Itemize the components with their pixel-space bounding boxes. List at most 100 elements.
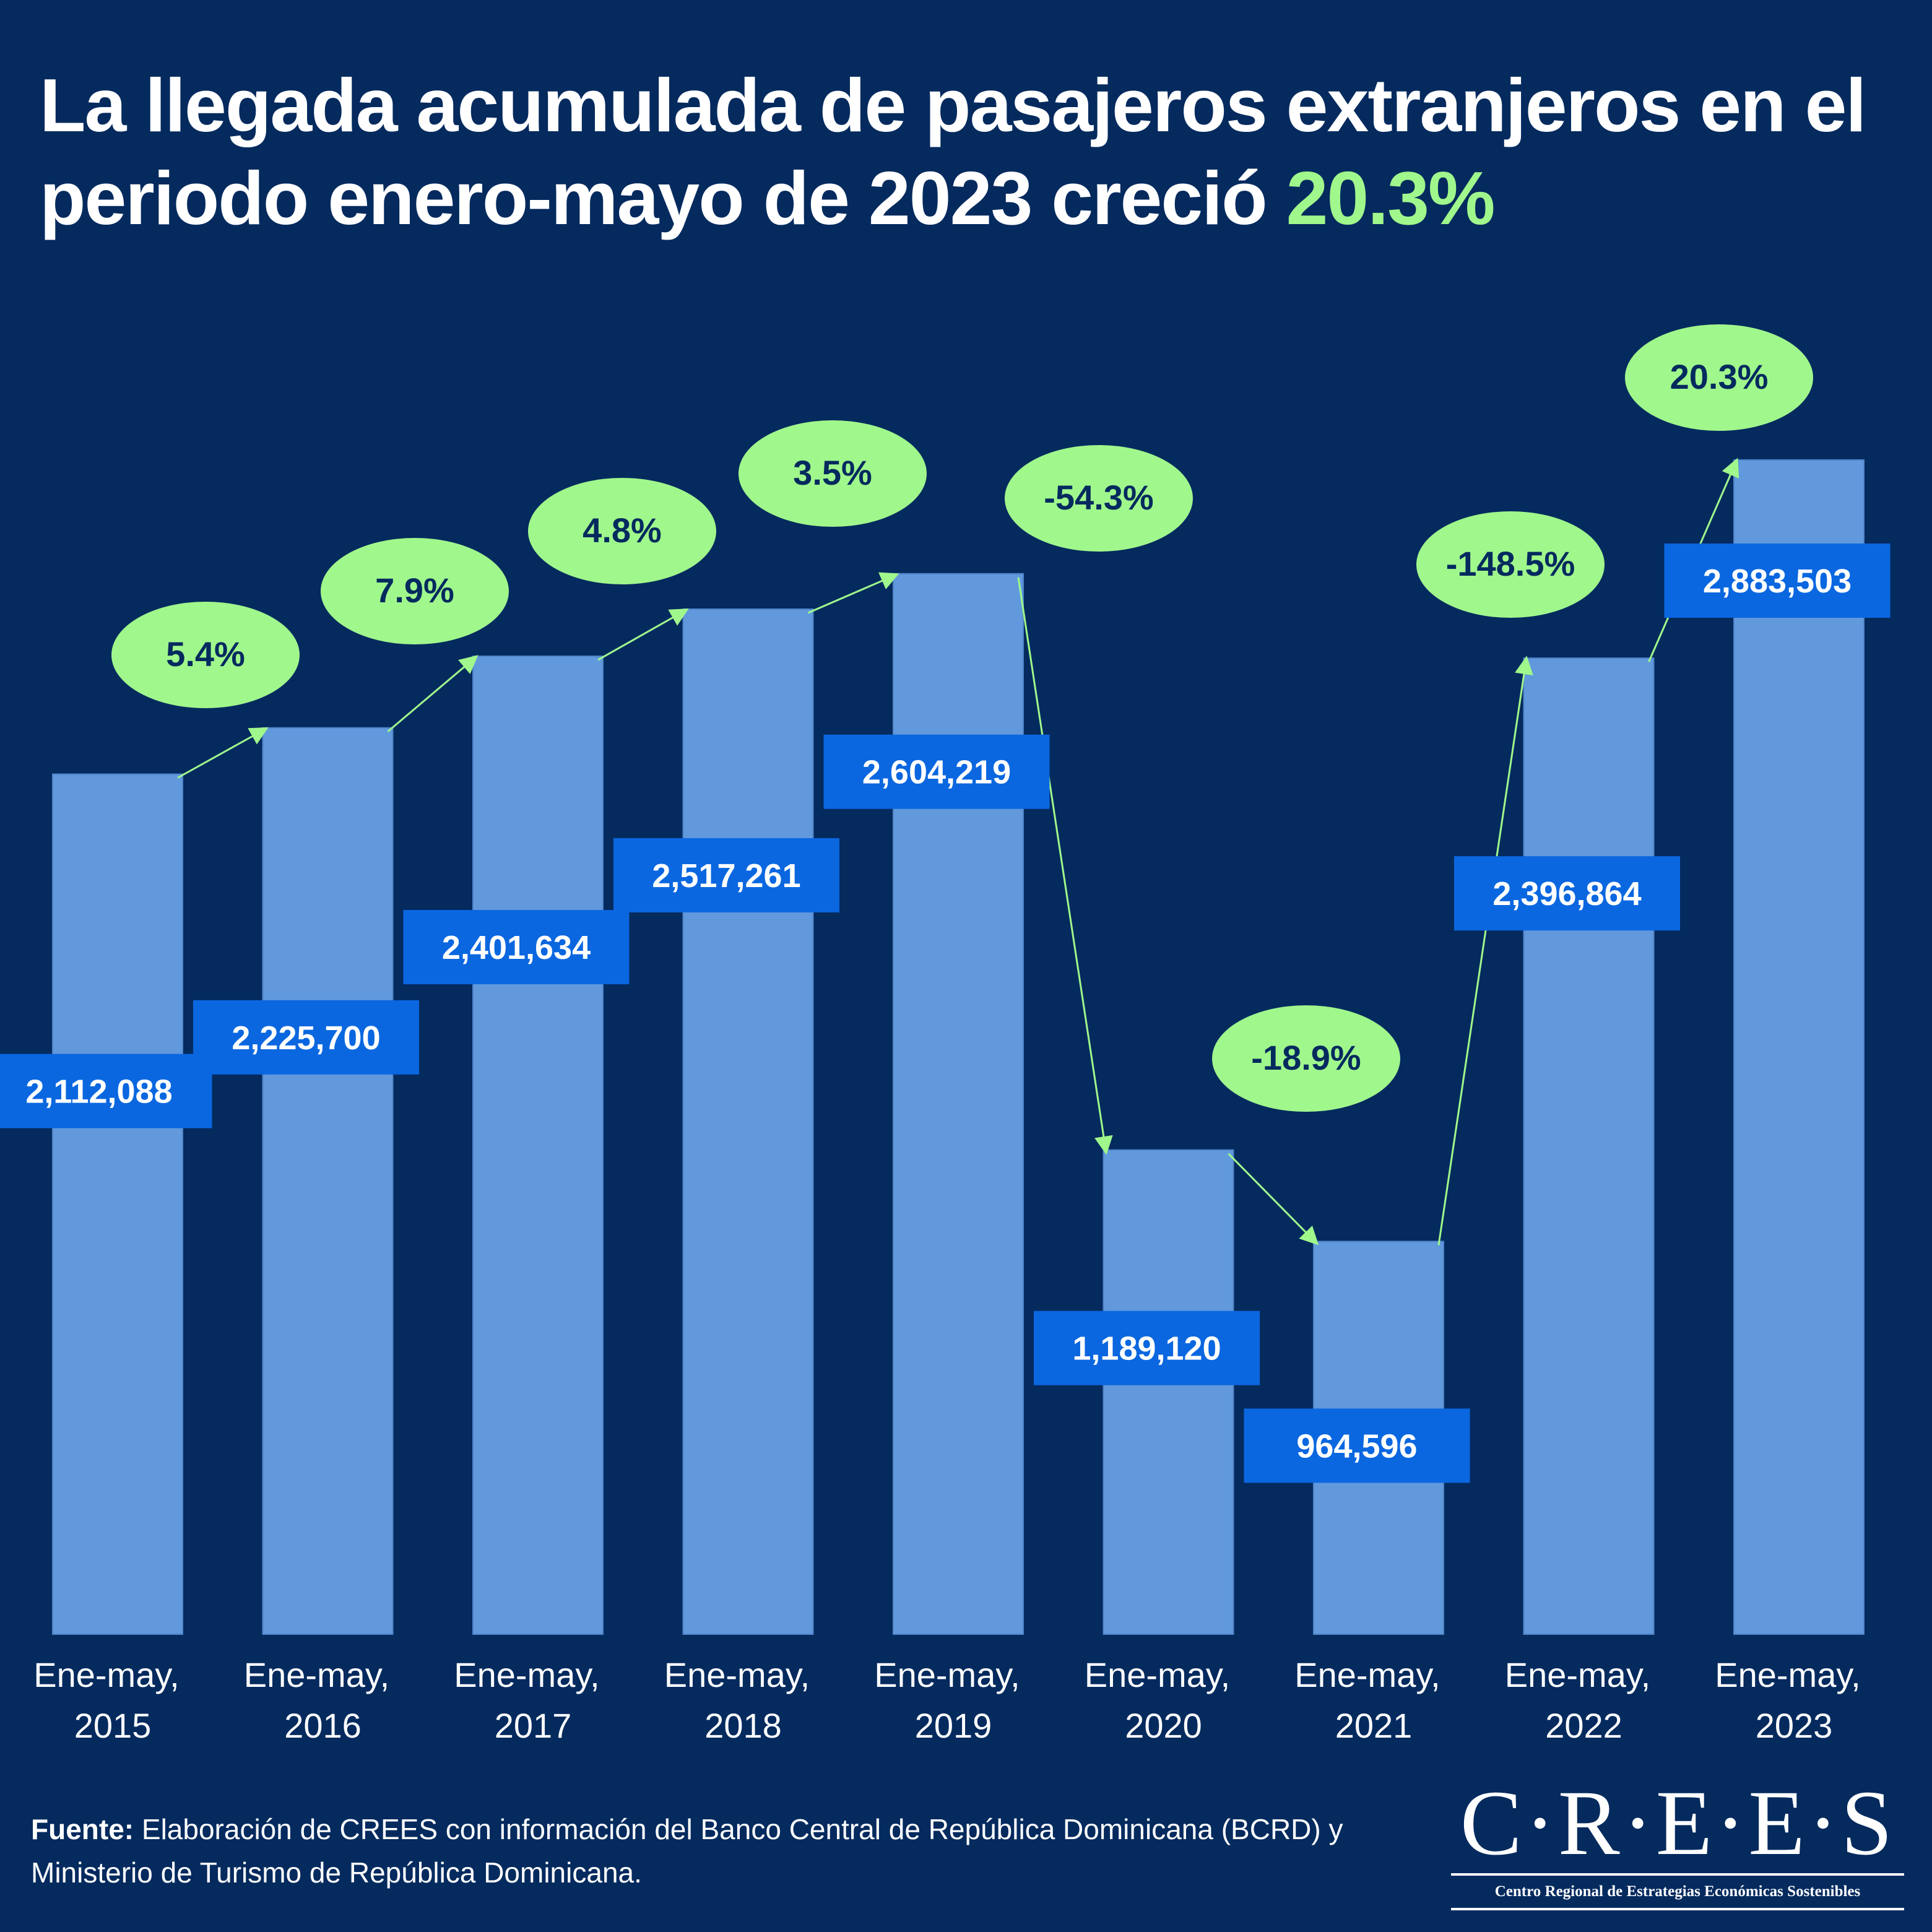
x-tick-label: Ene-may, 2017 bbox=[454, 1655, 599, 1745]
value-label: 2,225,700 bbox=[193, 1000, 419, 1075]
value-label: 2,396,864 bbox=[1454, 856, 1680, 931]
value-label-box bbox=[0, 1054, 212, 1128]
value-label: 2,883,503 bbox=[1664, 544, 1891, 618]
growth-bubble: 7.9% bbox=[321, 538, 509, 644]
x-tick-label: Ene-may, 2020 bbox=[1085, 1655, 1230, 1745]
value-label: 2,401,634 bbox=[403, 910, 630, 985]
x-tick-year: 2016 bbox=[284, 1706, 362, 1745]
x-tick-period: Ene-may, bbox=[1085, 1655, 1230, 1694]
x-tick-labels-layer: Ene-may,2015Ene-may,2016Ene-may,2017Ene-… bbox=[33, 1655, 1860, 1745]
growth-bubble: -18.9% bbox=[1212, 1005, 1400, 1112]
source-text: Elaboración de CREES con información del… bbox=[31, 1813, 1343, 1889]
x-tick-period: Ene-may, bbox=[664, 1655, 810, 1694]
x-tick-label: Ene-may, 2019 bbox=[874, 1655, 1020, 1745]
bar-2017 bbox=[472, 656, 604, 1635]
value-label-box bbox=[193, 1000, 419, 1075]
x-tick-label: Ene-may, 2015 bbox=[33, 1655, 179, 1745]
bar-2015 bbox=[52, 773, 183, 1635]
x-tick-label: Ene-may, 2022 bbox=[1505, 1655, 1650, 1745]
growth-bubble: -148.5% bbox=[1416, 511, 1605, 618]
value-label: 1,189,120 bbox=[1034, 1310, 1260, 1385]
bar-2023 bbox=[1733, 459, 1865, 1635]
value-label: 2,604,219 bbox=[823, 734, 1050, 809]
growth-bubble-text: 5.4% bbox=[166, 635, 245, 674]
x-tick-year: 2021 bbox=[1335, 1706, 1413, 1745]
growth-arrow bbox=[1017, 577, 1113, 1155]
growth-bubble-ellipse bbox=[528, 478, 716, 584]
crees-logo: C·R·E·E·S Centro Regional de Estrategias… bbox=[1442, 1777, 1913, 1914]
growth-bubble-text: 7.9% bbox=[375, 571, 454, 610]
x-tick-year: 2023 bbox=[1756, 1706, 1833, 1745]
growth-bubble-text: -148.5% bbox=[1446, 544, 1575, 583]
growth-bubble: 4.8% bbox=[528, 478, 716, 584]
growth-arrow bbox=[177, 727, 269, 779]
growth-arrow bbox=[807, 572, 899, 614]
growth-bubble-text: -54.3% bbox=[1044, 478, 1153, 517]
x-tick-label: Ene-may, 2021 bbox=[1294, 1655, 1440, 1745]
bar-2018 bbox=[682, 608, 814, 1635]
value-label-box bbox=[1034, 1310, 1260, 1385]
value-label-text: 2,112,088 bbox=[25, 1073, 172, 1110]
growth-bubble-ellipse bbox=[1212, 1005, 1400, 1112]
bar-2020 bbox=[1102, 1149, 1234, 1635]
growth-bubble-ellipse bbox=[1625, 324, 1813, 431]
bar-2022 bbox=[1523, 657, 1655, 1635]
growth-bubble-ellipse bbox=[1416, 511, 1605, 618]
value-label-box bbox=[823, 734, 1050, 809]
growth-arrow bbox=[1437, 656, 1533, 1245]
chart-title-text: La llegada acumulada de pasajeros extran… bbox=[40, 63, 1866, 240]
x-tick-year: 2015 bbox=[74, 1706, 152, 1745]
growth-bubble-ellipse bbox=[1005, 445, 1193, 552]
x-tick-period: Ene-may, bbox=[874, 1655, 1020, 1694]
growth-arrow bbox=[597, 608, 689, 661]
growth-bubble-ellipse bbox=[111, 602, 300, 708]
growth-bubbles-layer: 5.4% 7.9% 4.8% 3.5% -54.3% -18.9% -148.5% 20.3% bbox=[111, 324, 1813, 1112]
x-tick-year: 2018 bbox=[704, 1706, 782, 1745]
bars-layer bbox=[52, 459, 1865, 1635]
chart-title-highlight: 20.3% bbox=[1286, 156, 1496, 240]
value-label: 964,596 bbox=[1244, 1408, 1470, 1483]
growth-bubble-text: 20.3% bbox=[1670, 357, 1769, 396]
value-label-text: 2,396,864 bbox=[1492, 875, 1641, 912]
logo-mark: C·R·E·E·S bbox=[1460, 1772, 1895, 1874]
x-tick-period: Ene-may, bbox=[33, 1655, 179, 1694]
value-label: 2,112,088 bbox=[0, 1054, 212, 1128]
x-tick-period: Ene-may, bbox=[1294, 1655, 1440, 1694]
growth-arrow bbox=[1228, 1153, 1319, 1245]
growth-bubble-ellipse bbox=[739, 420, 927, 527]
value-label-text: 2,225,700 bbox=[232, 1020, 380, 1057]
growth-bubble: 5.4% bbox=[111, 602, 300, 708]
logo-subtitle: Centro Regional de Estrategias Económica… bbox=[1494, 1883, 1861, 1900]
growth-bubble: 20.3% bbox=[1625, 324, 1813, 431]
x-tick-period: Ene-may, bbox=[244, 1655, 389, 1694]
value-label-box bbox=[403, 910, 630, 985]
value-label-box bbox=[1664, 544, 1891, 618]
value-label: 2,517,261 bbox=[613, 838, 839, 912]
value-label-text: 2,883,503 bbox=[1703, 563, 1852, 600]
source-note: Fuente: Elaboración de CREES con informa… bbox=[31, 1808, 1424, 1894]
x-tick-year: 2022 bbox=[1545, 1706, 1622, 1745]
value-label-text: 2,401,634 bbox=[442, 929, 591, 966]
growth-bubble-text: 3.5% bbox=[793, 453, 872, 492]
value-label-text: 2,517,261 bbox=[652, 857, 800, 895]
value-label-text: 964,596 bbox=[1296, 1427, 1417, 1465]
growth-bubble-ellipse bbox=[321, 538, 509, 644]
source-label: Fuente: bbox=[31, 1813, 134, 1845]
x-tick-year: 2017 bbox=[495, 1706, 572, 1745]
value-label-text: 2,604,219 bbox=[862, 754, 1011, 791]
x-tick-year: 2020 bbox=[1125, 1706, 1202, 1745]
x-tick-label: Ene-may, 2018 bbox=[664, 1655, 810, 1745]
value-label-text: 1,189,120 bbox=[1072, 1330, 1221, 1367]
bar-2019 bbox=[893, 573, 1024, 1635]
x-tick-year: 2019 bbox=[915, 1706, 992, 1745]
x-tick-period: Ene-may, bbox=[1505, 1655, 1650, 1694]
logo-rule-bottom bbox=[1451, 1908, 1904, 1910]
growth-bubble: 3.5% bbox=[739, 420, 927, 527]
value-label-box bbox=[1244, 1408, 1470, 1483]
growth-bubble: -54.3% bbox=[1005, 445, 1193, 552]
x-tick-label: Ene-may, 2023 bbox=[1715, 1655, 1860, 1745]
x-tick-label: Ene-may, 2016 bbox=[244, 1655, 389, 1745]
value-label-box bbox=[1454, 856, 1680, 931]
value-labels-layer: 2,112,088 2,225,700 2,401,634 2,517,261 2,60… bbox=[0, 544, 1891, 1483]
